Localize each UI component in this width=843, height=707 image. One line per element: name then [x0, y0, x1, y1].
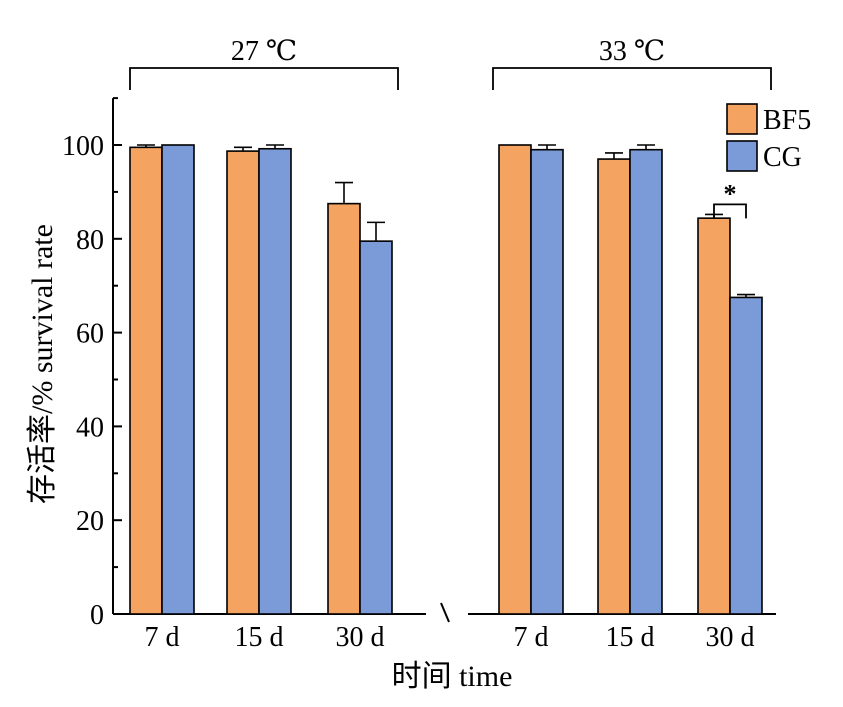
group-label: 27 ℃ — [231, 36, 297, 67]
y-tick-label: 80 — [76, 225, 104, 256]
legend-swatch-cg — [726, 140, 758, 172]
legend-label-cg: CG — [763, 142, 802, 173]
bar-cg-0-1 — [258, 147, 292, 615]
bar-cg-0-2 — [359, 240, 393, 615]
bar-cg-0-0 — [161, 144, 195, 615]
category-labels: 7 d 15 d 30 d 7 d 15 d 30 d — [145, 622, 755, 653]
axes — [112, 98, 776, 623]
y-tick-label: 0 — [90, 600, 104, 631]
y-tick-label: 100 — [62, 131, 104, 162]
x-tick-label: 15 d — [235, 622, 284, 653]
y-ticks: 0 20 40 60 80 100 — [62, 97, 122, 631]
bar-cg-1-2 — [729, 296, 763, 615]
axis-break-mark — [440, 602, 450, 623]
bar-bf5-0-0 — [129, 146, 163, 615]
x-tick-label: 15 d — [606, 622, 655, 653]
bar-bf5-1-0 — [498, 144, 532, 615]
bar-bf5-1-1 — [597, 158, 631, 615]
x-axis-title: 时间 time — [392, 660, 513, 693]
legend-label-bf5: BF5 — [763, 105, 811, 136]
legend: BF5 CG — [726, 103, 811, 173]
x-tick-label: 7 d — [514, 622, 549, 653]
y-tick-label: 60 — [76, 319, 104, 350]
group-bracket — [129, 67, 399, 90]
group-brackets: 27 ℃ 33 ℃ — [129, 36, 772, 90]
bar-bf5-0-1 — [226, 150, 260, 615]
group-label: 33 ℃ — [599, 36, 665, 67]
bar-bf5-1-2 — [697, 217, 731, 615]
bar-cg-1-1 — [629, 148, 663, 615]
significance-label: * — [724, 179, 737, 208]
bar-cg-1-0 — [530, 148, 564, 615]
y-tick-label: 40 — [76, 412, 104, 443]
x-tick-label: 30 d — [336, 622, 385, 653]
group-bracket — [492, 67, 772, 90]
y-tick-label: 20 — [76, 506, 104, 537]
x-tick-label: 30 d — [706, 622, 755, 653]
x-tick-label: 7 d — [145, 622, 180, 653]
significance-bracket — [713, 203, 747, 219]
legend-swatch-bf5 — [726, 103, 758, 135]
y-axis-title: 存活率/% survival rate — [26, 224, 59, 504]
bars: * — [129, 144, 763, 615]
bar-bf5-0-2 — [327, 202, 361, 615]
